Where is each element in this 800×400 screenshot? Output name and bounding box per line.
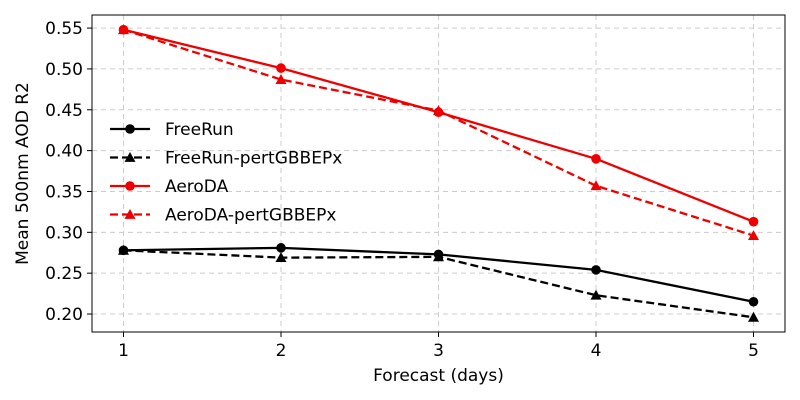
x-tick-label: 1 — [118, 341, 129, 361]
y-tick-label: 0.25 — [45, 264, 83, 284]
y-tick-label: 0.35 — [45, 182, 83, 202]
series-layer — [118, 24, 759, 322]
x-axis: 1 2 3 4 5 — [118, 332, 759, 361]
x-tick-label: 4 — [591, 341, 602, 361]
x-axis-label: Forecast (days) — [373, 366, 504, 386]
legend-label: FreeRun — [165, 120, 234, 140]
data-point — [748, 230, 759, 240]
legend-item: FreeRun-pertGBBEPx — [110, 149, 342, 169]
legend-item: FreeRun — [110, 120, 234, 140]
data-point — [748, 216, 759, 227]
data-point — [433, 251, 444, 262]
data-point — [590, 180, 602, 191]
data-point — [433, 105, 444, 115]
data-point — [590, 289, 602, 300]
data-point — [275, 74, 287, 84]
data-point — [748, 311, 759, 322]
series-freerun-pertgbbepx — [118, 244, 759, 322]
data-point — [591, 265, 601, 275]
grid — [92, 15, 785, 332]
legend-label: FreeRun-pertGBBEPx — [165, 149, 342, 169]
y-tick-label: 0.30 — [45, 223, 83, 243]
legend-marker — [124, 152, 136, 162]
y-tick-label: 0.45 — [45, 101, 83, 121]
legend-item: AeroDA-pertGBBEPx — [110, 206, 336, 226]
data-point — [275, 252, 287, 263]
legend-label: AeroDA-pertGBBEPx — [165, 206, 336, 226]
legend-label: AeroDA — [165, 177, 229, 197]
x-tick-label: 2 — [276, 341, 287, 361]
data-point — [276, 63, 286, 73]
legend-marker — [125, 124, 135, 134]
legend-marker — [124, 209, 136, 219]
x-tick-label: 5 — [748, 341, 759, 361]
y-tick-label: 0.50 — [45, 60, 83, 80]
y-axis: 0.20 0.25 0.30 0.35 0.40 0.45 0.50 0.55 — [45, 19, 92, 325]
data-point — [591, 153, 601, 164]
data-point — [118, 24, 129, 35]
y-tick-label: 0.55 — [45, 19, 83, 39]
legend-item: AeroDA — [110, 177, 229, 197]
series-aeroda-pertgbbepx — [118, 24, 759, 240]
x-tick-label: 3 — [433, 341, 444, 361]
legend: FreeRun FreeRun-pertGBBEPx AeroDA AeroDA-pe… — [110, 120, 342, 226]
data-point — [748, 296, 759, 307]
data-point — [276, 243, 286, 253]
y-tick-label: 0.40 — [45, 142, 83, 162]
y-axis-label: Mean 500nm AOD R2 — [13, 82, 33, 265]
data-point — [118, 244, 129, 255]
legend-marker — [125, 181, 135, 191]
y-tick-label: 0.20 — [45, 305, 83, 325]
